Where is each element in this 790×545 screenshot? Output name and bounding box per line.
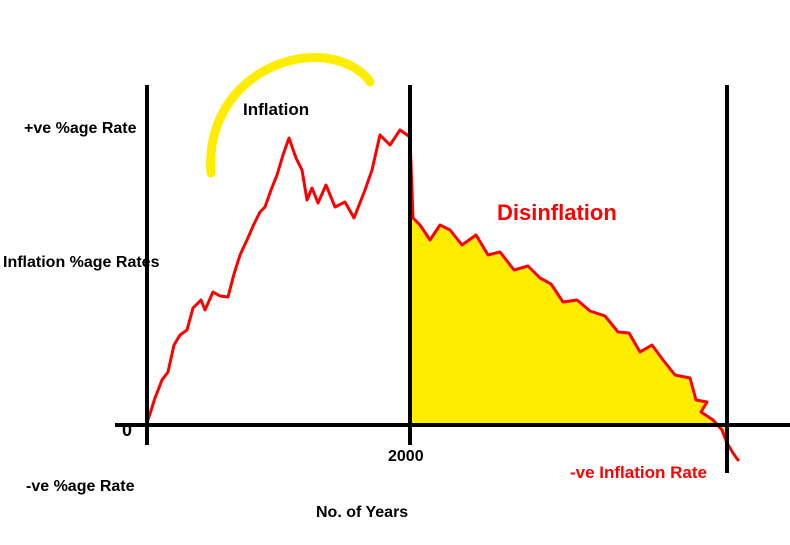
inflation-label: Inflation [243, 100, 309, 120]
neg-inflation-label: -ve Inflation Rate [570, 463, 707, 483]
y-axis-top-tick: +ve %age Rate [24, 120, 137, 138]
disinflation-fill [410, 137, 727, 443]
y-axis-bottom-tick: -ve %age Rate [26, 478, 135, 496]
y-axis-zero: 0 [122, 420, 132, 441]
x-axis-tick-2000: 2000 [388, 448, 424, 466]
x-axis-title: No. of Years [316, 504, 408, 522]
inflation-chart: +ve %age Rate Inflation %age Rates 0 -ve… [0, 0, 790, 545]
disinflation-label: Disinflation [497, 200, 617, 226]
y-axis-title: Inflation %age Rates [3, 254, 159, 272]
